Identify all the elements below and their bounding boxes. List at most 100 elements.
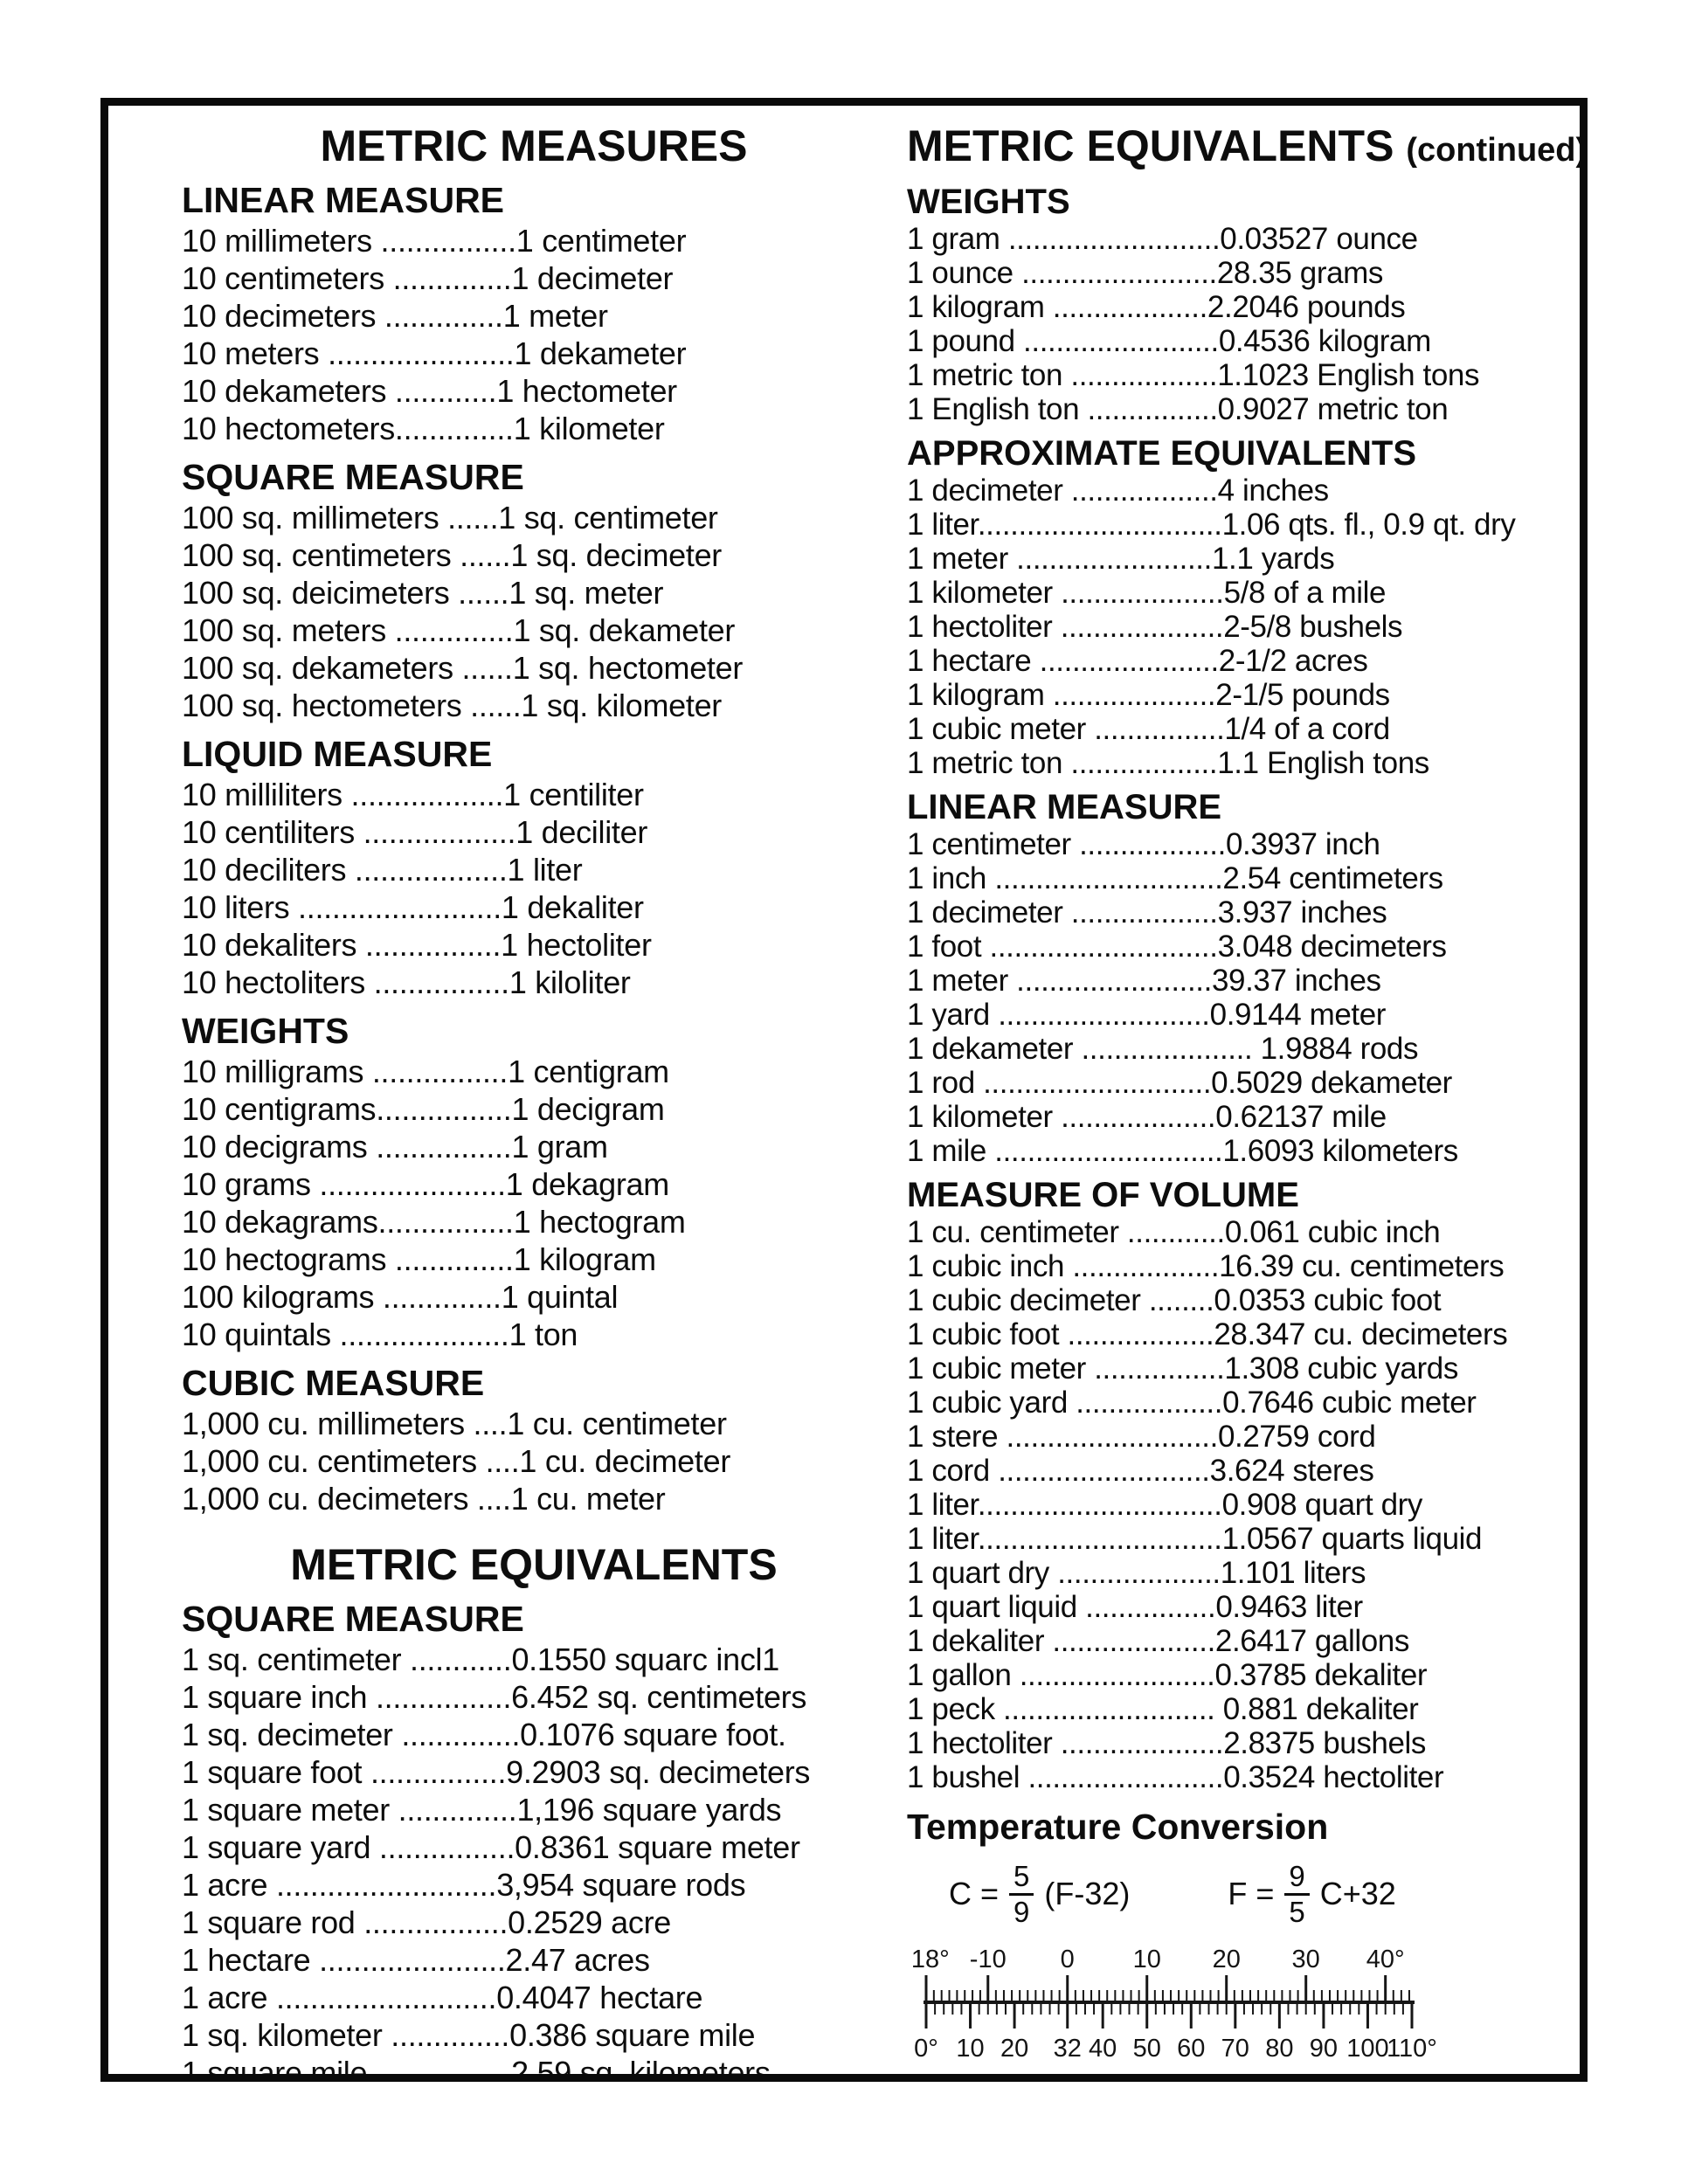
rows-list: 1,000 cu. millimeters ....1 cu. centimet… <box>182 1405 886 1517</box>
svg-text:0°: 0° <box>914 2035 938 2063</box>
section-weights: WEIGHTS 10 milligrams ................1 … <box>182 1011 886 1353</box>
conversion-row: 10 milliliters ..................1 centi… <box>182 777 644 812</box>
conversion-row: 10 meters ......................1 dekame… <box>182 335 687 371</box>
conversion-row: 1 cu. centimeter ............0.061 cubic… <box>907 1215 1441 1249</box>
conversion-row: 10 hectoliters ................1 kilolit… <box>182 964 631 1000</box>
conversion-row: 1 bushel ........................0.3524 … <box>907 1760 1444 1794</box>
conversion-row: 1 hectare ......................2-1/2 ac… <box>907 644 1368 678</box>
conversion-row: 100 sq. millimeters ......1 sq. centimet… <box>182 500 718 536</box>
conversion-row: 1,000 cu. centimeters ....1 cu. decimete… <box>182 1443 731 1479</box>
conversion-row: 1 cubic meter ................1.308 cubi… <box>907 1351 1458 1386</box>
formula-rhs: C+32 <box>1319 1876 1396 1912</box>
conversion-row: 1 metric ton ..................1.1 Engli… <box>907 746 1429 780</box>
conversion-row: 10 hectometers..............1 kilometer <box>182 411 665 446</box>
conversion-row: 1 ounce ........................28.35 gr… <box>907 256 1384 290</box>
conversion-row: 1 metric ton ..................1.1023 En… <box>907 358 1480 392</box>
metric-equivalents-title: METRIC EQUIVALENTS <box>290 1540 778 1589</box>
svg-text:40°: 40° <box>1366 1946 1405 1973</box>
svg-text:40: 40 <box>1089 2035 1117 2063</box>
rows-list: 1 decimeter ..................4 inches 1 … <box>907 473 1564 780</box>
section-heading: LINEAR MEASURE <box>907 788 1222 826</box>
conversion-row: 1,000 cu. decimeters ....1 cu. meter <box>182 1481 666 1517</box>
fraction: 9 5 <box>1284 1861 1310 1927</box>
conversion-row: 1 hectoliter ....................2-5/8 b… <box>907 610 1403 644</box>
conversion-row: 1 meter ........................39.37 in… <box>907 964 1381 998</box>
svg-text:110°: 110° <box>1387 2035 1436 2063</box>
svg-text:60: 60 <box>1177 2035 1205 2063</box>
rows-list: 10 milliliters ..................1 centi… <box>182 776 886 1001</box>
section-measure-of-volume: MEASURE OF VOLUME 1 cu. centimeter .....… <box>907 1176 1564 1794</box>
conversion-row: 1 gallon ........................0.3785 … <box>907 1658 1428 1692</box>
conversion-row: 1 decimeter ..................3.937 inch… <box>907 895 1387 930</box>
conversion-row: 1 hectoliter ....................2.8375 … <box>907 1726 1427 1760</box>
conversion-row: 1 acre ..........................3,954 s… <box>182 1867 746 1903</box>
fraction-numerator: 9 <box>1284 1861 1310 1896</box>
conversion-row: 1,000 cu. millimeters ....1 cu. centimet… <box>182 1406 727 1441</box>
rows-list: 1 centimeter ..................0.3937 in… <box>907 827 1564 1168</box>
conversion-row: 1 kilometer ...................0.62137 m… <box>907 1100 1387 1134</box>
svg-text:10: 10 <box>1133 1946 1161 1973</box>
conversion-row: 10 dekaliters ................1 hectolit… <box>182 927 652 963</box>
fraction-numerator: 5 <box>1009 1861 1034 1896</box>
right-column: METRIC EQUIVALENTS (continued) WEIGHTS 1… <box>903 118 1580 2074</box>
title-main: METRIC EQUIVALENTS <box>907 121 1394 170</box>
conversion-row: 1 acre ..........................0.4047 … <box>182 1980 703 2015</box>
conversion-row: 100 sq. centimeters ......1 sq. decimete… <box>182 537 722 573</box>
conversion-row: 1 kilogram ....................2-1/5 pou… <box>907 678 1390 712</box>
temperature-formulas: C = 5 9 (F-32) F = 9 5 C+32 <box>945 1861 1564 1927</box>
section-heading: LINEAR MEASURE <box>182 180 505 220</box>
conversion-row: 10 milligrams ................1 centigra… <box>182 1054 669 1089</box>
conversion-row: 1 liter..............................1.0… <box>907 508 1516 542</box>
celsius-formula: C = 5 9 (F-32) <box>945 1861 1133 1927</box>
conversion-row: 1 cubic decimeter ........0.0353 cubic f… <box>907 1283 1442 1317</box>
svg-text:30: 30 <box>1292 1946 1320 1973</box>
rows-list: 1 cu. centimeter ............0.061 cubic… <box>907 1215 1564 1794</box>
conversion-row: 1 hectare ......................2.47 acr… <box>182 1942 650 1978</box>
formula-rhs: (F-32) <box>1044 1876 1131 1912</box>
conversion-row: 100 sq. dekameters ......1 sq. hectomete… <box>182 650 744 686</box>
conversion-row: 1 English ton ................0.9027 met… <box>907 392 1449 426</box>
metric-measures-title: METRIC MEASURES <box>320 121 748 170</box>
conversion-row: 1 liter..............................1.0… <box>907 1522 1483 1556</box>
section-approximate-equivalents: APPROXIMATE EQUIVALENTS 1 decimeter ....… <box>907 434 1564 780</box>
section-heading: SQUARE MEASURE <box>182 457 524 497</box>
temperature-heading: Temperature Conversion <box>907 1807 1329 1847</box>
fraction-denominator: 9 <box>1013 1895 1030 1928</box>
section-linear-measure: LINEAR MEASURE 10 millimeters ..........… <box>182 180 886 447</box>
rows-list: 10 milligrams ................1 centigra… <box>182 1053 886 1353</box>
conversion-row: 1 square inch ................6.452 sq. … <box>182 1679 807 1715</box>
section-heading: SQUARE MEASURE <box>182 1599 524 1639</box>
svg-text:90: 90 <box>1310 2035 1338 2063</box>
conversion-row: 1 peck .......................... 0.881 … <box>907 1692 1419 1726</box>
conversion-row: 1 meter ........................1.1 yard… <box>907 542 1335 576</box>
conversion-row: 1 rod ............................0.5029… <box>907 1066 1452 1100</box>
conversion-row: 1 square foot ................9.2903 sq.… <box>182 1754 811 1790</box>
conversion-row: 1 cord ..........................3.624 s… <box>907 1454 1374 1488</box>
svg-text:10: 10 <box>956 2035 984 2063</box>
conversion-row: 1 square meter ..............1,196 squar… <box>182 1792 782 1828</box>
section-heading: WEIGHTS <box>182 1011 349 1051</box>
rows-list: 10 millimeters ................1 centime… <box>182 222 886 447</box>
conversion-row: 1 cubic foot ..................28.347 cu… <box>907 1317 1508 1351</box>
svg-text:20: 20 <box>1213 1946 1241 1973</box>
conversion-row: 1 square rod .................0.2529 acr… <box>182 1904 672 1940</box>
svg-text:-10: -10 <box>970 1946 1007 1973</box>
section-heading: LIQUID MEASURE <box>182 734 493 774</box>
conversion-row: 100 sq. meters ..............1 sq. dekam… <box>182 612 736 648</box>
formula-lhs: C = <box>949 1876 1000 1912</box>
conversion-row: 10 grams ......................1 dekagra… <box>182 1166 669 1202</box>
conversion-row: 10 liters ........................1 deka… <box>182 889 644 925</box>
conversion-row: 10 centiliters ..................1 decil… <box>182 814 648 850</box>
conversion-row: 1 sq. centimeter ............0.1550 squa… <box>182 1641 779 1677</box>
svg-text:-18°: -18° <box>912 1946 950 1973</box>
conversion-row: 10 decimeters ..............1 meter <box>182 298 608 334</box>
conversion-row: 1 centimeter ..................0.3937 in… <box>907 827 1380 861</box>
section-temperature-conversion: Temperature Conversion C = 5 9 (F-32) F … <box>903 1807 1564 2074</box>
section-heading: WEIGHTS <box>907 183 1070 221</box>
conversion-row: 10 millimeters ................1 centime… <box>182 223 687 259</box>
rows-list: 1 sq. centimeter ............0.1550 squa… <box>182 1641 886 2074</box>
conversion-row: 10 quintals ....................1 ton <box>182 1317 578 1352</box>
conversion-row: 1 kilogram ...................2.2046 pou… <box>907 290 1406 324</box>
